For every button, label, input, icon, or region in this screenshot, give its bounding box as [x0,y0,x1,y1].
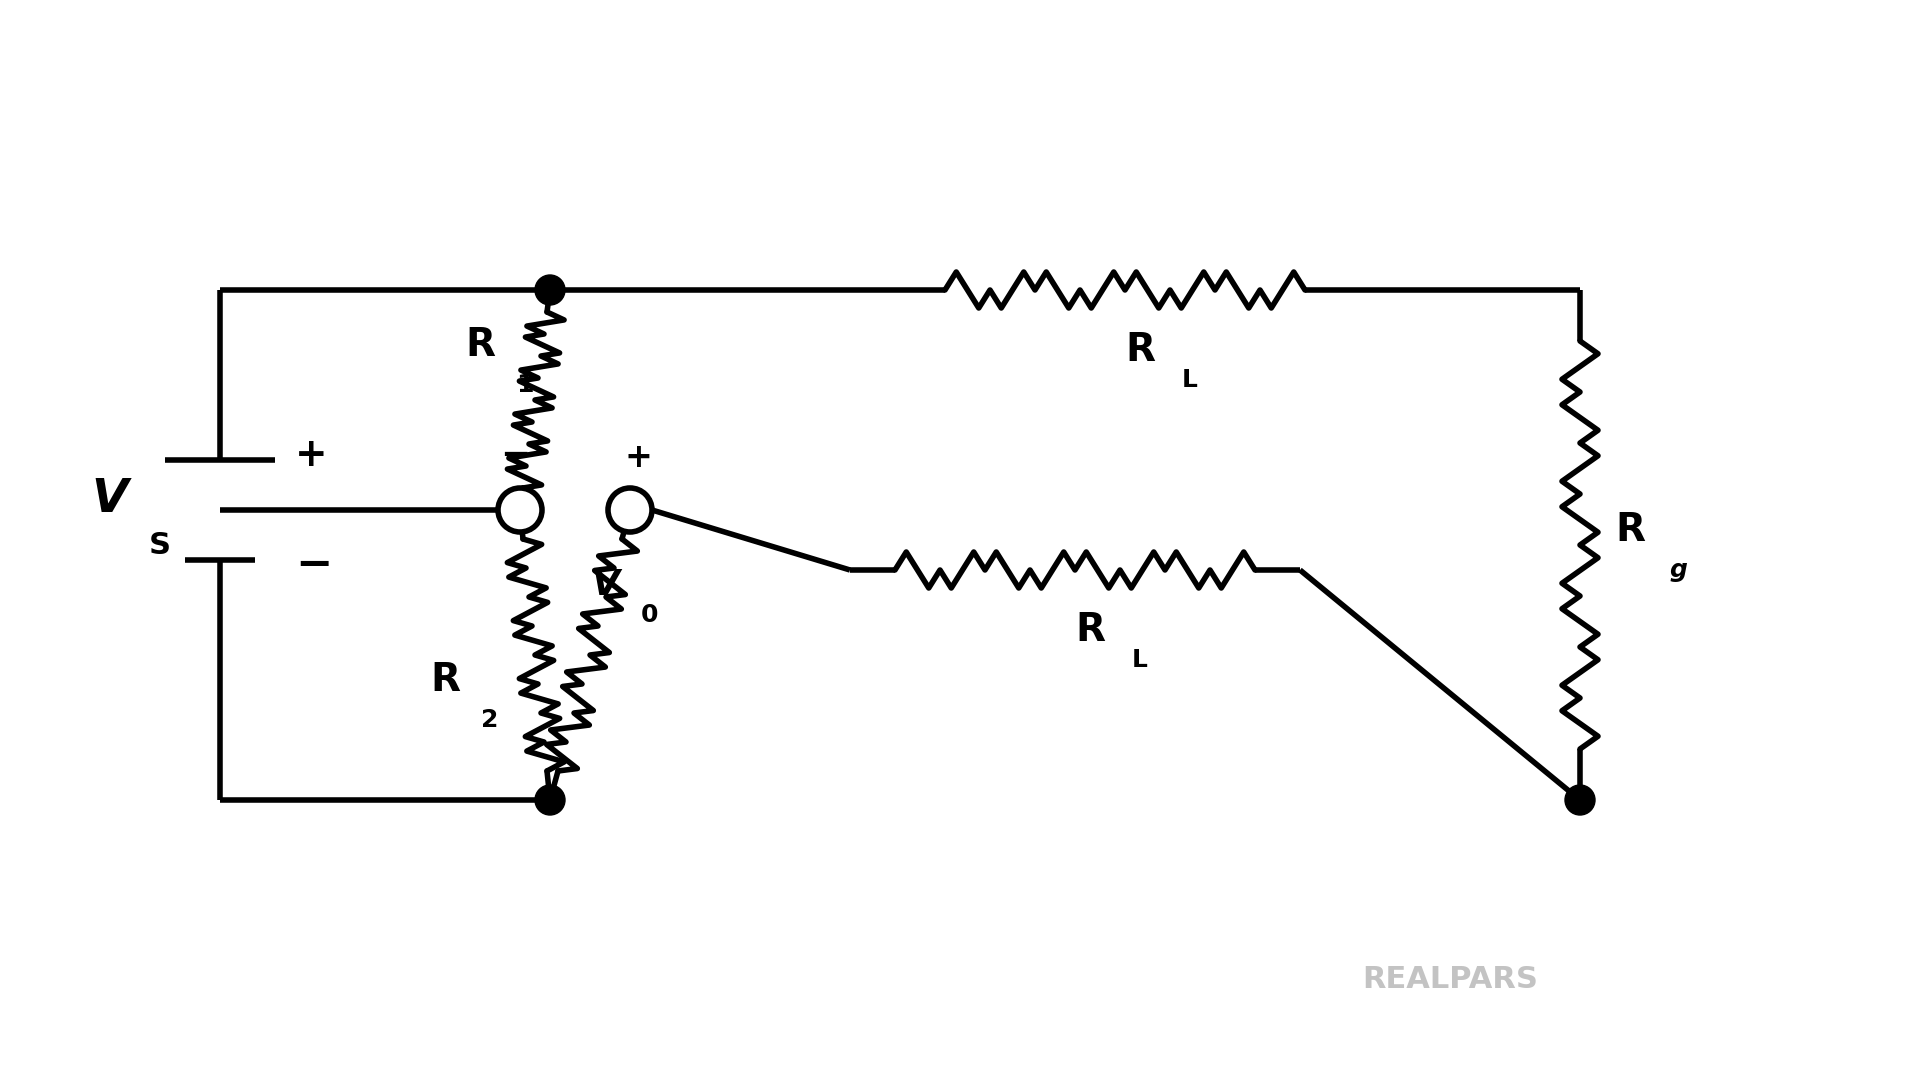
Text: V: V [591,568,618,602]
Text: R: R [430,661,461,699]
Text: +: + [624,442,653,474]
Circle shape [536,785,564,815]
Circle shape [609,488,653,532]
Text: L: L [1183,368,1198,392]
Circle shape [536,275,564,305]
Text: −: − [296,543,332,586]
Circle shape [497,488,541,532]
Text: R: R [465,326,495,364]
Text: +: + [296,436,328,474]
Text: g: g [1670,558,1688,582]
Text: −: − [499,438,530,472]
Text: V: V [92,477,129,523]
Text: R: R [1075,611,1106,649]
Text: R: R [1615,511,1645,549]
Text: S: S [150,530,171,559]
Text: R: R [1125,330,1156,369]
Text: REALPARS: REALPARS [1361,966,1538,995]
Text: 0: 0 [641,603,659,627]
Circle shape [1565,785,1596,815]
Text: 1: 1 [516,373,534,397]
Text: 2: 2 [482,708,499,732]
Text: L: L [1133,648,1148,672]
